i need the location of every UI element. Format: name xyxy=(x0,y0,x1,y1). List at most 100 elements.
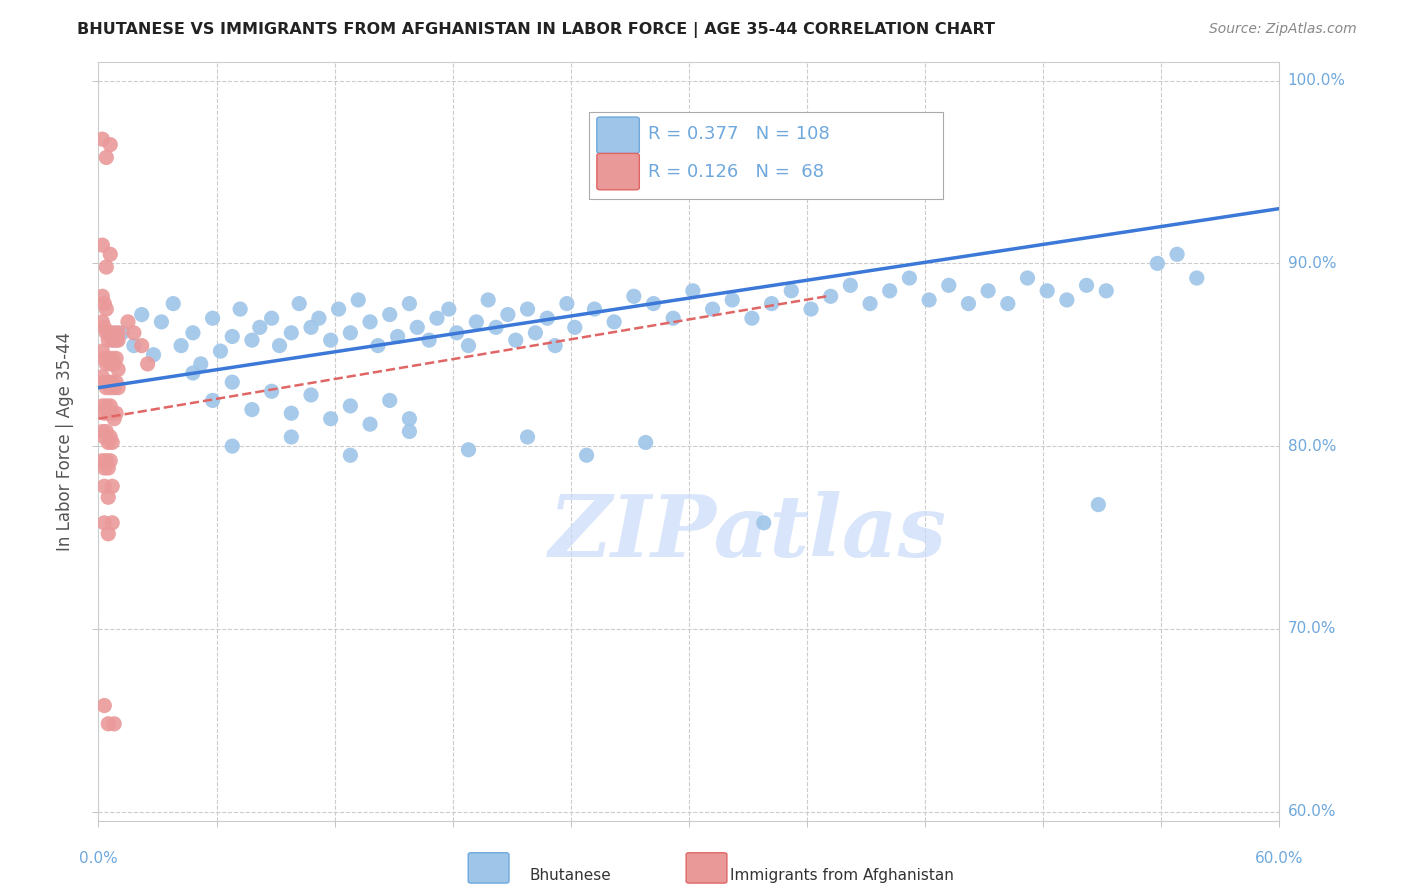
Point xyxy=(260,311,283,326)
Point xyxy=(117,315,139,329)
Point xyxy=(485,320,508,334)
Text: 100.0%: 100.0% xyxy=(1288,73,1346,88)
Y-axis label: In Labor Force | Age 35-44: In Labor Force | Age 35-44 xyxy=(56,332,75,551)
Point xyxy=(93,461,115,475)
Text: Bhutanese: Bhutanese xyxy=(530,868,612,883)
Point xyxy=(150,315,173,329)
Point xyxy=(505,333,527,347)
Point xyxy=(319,411,342,425)
Point xyxy=(162,296,184,310)
Point xyxy=(93,479,115,493)
Point xyxy=(105,333,128,347)
Point xyxy=(280,406,302,420)
Point xyxy=(181,326,204,340)
Point xyxy=(564,320,586,334)
Point xyxy=(457,442,479,457)
Text: 60.0%: 60.0% xyxy=(1256,851,1303,866)
Point xyxy=(91,132,114,146)
Text: 80.0%: 80.0% xyxy=(1288,439,1336,454)
Point xyxy=(101,516,124,530)
Point xyxy=(96,260,118,274)
Point xyxy=(103,716,125,731)
Text: Immigrants from Afghanistan: Immigrants from Afghanistan xyxy=(730,868,955,883)
Point xyxy=(91,315,114,329)
Point xyxy=(269,338,291,352)
Point xyxy=(107,326,129,340)
Point xyxy=(378,393,401,408)
Point xyxy=(977,284,1000,298)
Point xyxy=(96,151,118,165)
Point xyxy=(93,375,115,389)
Point xyxy=(820,289,842,303)
Point xyxy=(221,329,243,343)
Point xyxy=(91,289,114,303)
Point xyxy=(1087,498,1109,512)
Point xyxy=(97,375,120,389)
Point xyxy=(997,296,1019,310)
Point xyxy=(516,430,538,444)
Point xyxy=(103,326,125,340)
Point xyxy=(93,320,115,334)
FancyBboxPatch shape xyxy=(596,153,640,190)
FancyBboxPatch shape xyxy=(596,117,640,153)
Point xyxy=(328,302,350,317)
Point xyxy=(93,516,115,530)
Text: 60.0%: 60.0% xyxy=(1288,804,1336,819)
Point xyxy=(398,425,420,439)
Point xyxy=(93,430,115,444)
Point xyxy=(1166,247,1188,261)
Point xyxy=(111,326,134,340)
Point xyxy=(93,296,115,310)
Point xyxy=(308,311,330,326)
Text: 70.0%: 70.0% xyxy=(1288,622,1336,636)
Point xyxy=(437,302,460,317)
Point xyxy=(97,406,120,420)
Text: R = 0.377   N = 108: R = 0.377 N = 108 xyxy=(648,126,830,144)
Point xyxy=(839,278,862,293)
Point xyxy=(98,247,121,261)
Point xyxy=(122,338,145,352)
Point xyxy=(1095,284,1118,298)
Point xyxy=(465,315,488,329)
Point xyxy=(1056,293,1078,307)
Point xyxy=(103,357,125,371)
Point xyxy=(96,326,118,340)
Point xyxy=(536,311,558,326)
Point xyxy=(240,402,263,417)
Point xyxy=(101,351,124,366)
Point xyxy=(122,326,145,340)
Point xyxy=(1185,271,1208,285)
Point xyxy=(1017,271,1039,285)
Point xyxy=(879,284,901,298)
Point xyxy=(524,326,547,340)
Point xyxy=(319,333,342,347)
Text: 90.0%: 90.0% xyxy=(1288,256,1336,271)
Point xyxy=(91,238,114,252)
Point xyxy=(98,137,121,152)
Point xyxy=(98,399,121,413)
Point xyxy=(240,333,263,347)
Point xyxy=(107,381,129,395)
Point xyxy=(575,448,598,462)
Point xyxy=(96,381,118,395)
Point xyxy=(98,430,121,444)
Point xyxy=(201,393,224,408)
Point xyxy=(181,366,204,380)
Point xyxy=(446,326,468,340)
Point xyxy=(201,311,224,326)
Point xyxy=(96,399,118,413)
Point xyxy=(1146,256,1168,270)
Point xyxy=(221,375,243,389)
Point xyxy=(418,333,440,347)
Point xyxy=(938,278,960,293)
Point xyxy=(131,308,153,322)
Point xyxy=(662,311,685,326)
Point xyxy=(721,293,744,307)
Point xyxy=(957,296,980,310)
Point xyxy=(103,411,125,425)
Point xyxy=(643,296,665,310)
Point xyxy=(280,430,302,444)
Point xyxy=(98,381,121,395)
Point xyxy=(741,311,763,326)
Text: Source: ZipAtlas.com: Source: ZipAtlas.com xyxy=(1209,22,1357,37)
